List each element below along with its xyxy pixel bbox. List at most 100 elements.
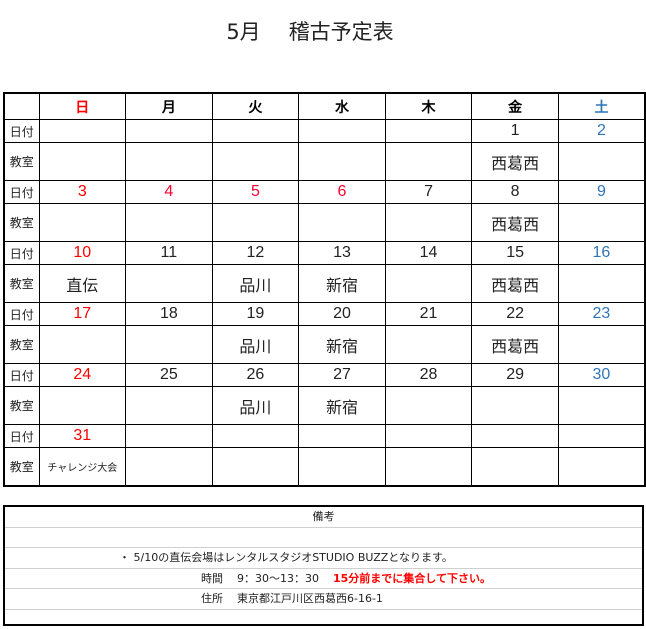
room-cell: 西葛西	[471, 203, 559, 242]
weekday-header: 木	[384, 92, 473, 120]
room-row: 教室 直伝 品川 新宿 西葛西	[3, 264, 646, 303]
room-cell	[38, 325, 127, 364]
room-cell	[125, 325, 213, 364]
room-row: 教室 チャレンジ大会	[3, 447, 646, 487]
room-cell	[38, 386, 127, 425]
room-cell	[557, 386, 646, 425]
room-row-label: 教室	[3, 142, 40, 181]
date-cell: 13	[298, 241, 386, 265]
date-row-label: 日付	[3, 119, 40, 143]
date-row: 日付 3 4 5 6 7 8 9	[3, 180, 646, 204]
date-cell: 23	[557, 302, 646, 326]
room-cell: チャレンジ大会	[38, 447, 127, 487]
date-cell: 18	[125, 302, 213, 326]
room-cell: 直伝	[38, 264, 127, 303]
date-cell: 27	[298, 363, 386, 387]
date-cell: 7	[384, 180, 473, 204]
time-note: 15分前までに集合して下さい。	[333, 571, 491, 585]
room-cell	[125, 142, 213, 181]
room-cell: 品川	[211, 325, 300, 364]
date-row: 日付 1 2	[3, 119, 646, 143]
room-cell	[298, 203, 386, 242]
schedule-calendar: 日月火水木金土日付 1 2 教室 西葛西 日付 3 4 5 6 7 8 9 教室 西葛西 日付 10 11 12 13…	[3, 92, 646, 487]
date-cell: 10	[38, 241, 127, 265]
room-cell	[38, 203, 127, 242]
date-cell: 25	[125, 363, 213, 387]
room-cell	[125, 386, 213, 425]
notes-heading: 備考	[5, 507, 642, 528]
room-row-label: 教室	[3, 386, 40, 425]
date-cell: 12	[211, 241, 300, 265]
room-row: 教室 品川 新宿	[3, 386, 646, 425]
address-value: 東京都江戸川区西葛西6-16-1	[237, 592, 383, 605]
weekday-header: 日	[38, 92, 127, 120]
room-cell	[557, 142, 646, 181]
date-cell: 9	[557, 180, 646, 204]
date-cell	[125, 424, 213, 448]
date-row-label: 日付	[3, 302, 40, 326]
date-cell: 15	[471, 241, 559, 265]
room-cell	[471, 447, 559, 487]
date-row-label: 日付	[3, 180, 40, 204]
room-row-label: 教室	[3, 325, 40, 364]
room-cell	[125, 203, 213, 242]
room-cell: 品川	[211, 386, 300, 425]
date-cell: 29	[471, 363, 559, 387]
room-cell	[211, 447, 300, 487]
date-cell: 21	[384, 302, 473, 326]
date-cell	[211, 119, 300, 143]
date-cell: 19	[211, 302, 300, 326]
date-cell: 8	[471, 180, 559, 204]
date-cell: 6	[298, 180, 386, 204]
room-cell	[384, 264, 473, 303]
title-month: 5月	[226, 20, 261, 44]
room-cell: 新宿	[298, 386, 386, 425]
room-cell	[557, 264, 646, 303]
date-cell: 24	[38, 363, 127, 387]
room-cell	[384, 447, 473, 487]
date-cell	[384, 424, 473, 448]
time-label: 時間	[201, 571, 223, 585]
room-cell	[298, 447, 386, 487]
date-cell: 31	[38, 424, 127, 448]
date-row: 日付 24 25 26 27 28 29 30	[3, 363, 646, 387]
room-cell	[211, 203, 300, 242]
room-cell: 西葛西	[471, 264, 559, 303]
notes-line-venue: ・ 5/10の直伝会場はレンタルスタジオSTUDIO BUZZとなります。	[119, 551, 453, 564]
date-cell: 22	[471, 302, 559, 326]
date-cell: 30	[557, 363, 646, 387]
date-cell	[211, 424, 300, 448]
date-cell: 4	[125, 180, 213, 204]
date-cell	[125, 119, 213, 143]
date-cell: 20	[298, 302, 386, 326]
room-cell	[557, 447, 646, 487]
date-row-label: 日付	[3, 241, 40, 265]
weekday-header: 水	[298, 92, 386, 120]
date-cell: 16	[557, 241, 646, 265]
room-row-label: 教室	[3, 203, 40, 242]
room-cell	[298, 142, 386, 181]
date-cell	[471, 424, 559, 448]
title-text: 稽古予定表	[288, 20, 394, 44]
date-cell	[38, 119, 127, 143]
room-row: 教室 品川 新宿 西葛西	[3, 325, 646, 364]
room-cell	[211, 142, 300, 181]
room-row-label: 教室	[3, 264, 40, 303]
room-cell: 品川	[211, 264, 300, 303]
date-cell	[298, 424, 386, 448]
notes-box: 備考 ・ 5/10の直伝会場はレンタルスタジオSTUDIO BUZZとなります。…	[3, 505, 644, 626]
room-cell	[384, 203, 473, 242]
room-cell	[557, 203, 646, 242]
date-row: 日付 31	[3, 424, 646, 448]
date-cell: 14	[384, 241, 473, 265]
room-cell	[38, 142, 127, 181]
room-cell	[471, 386, 559, 425]
time-value: 9：30〜13：30	[237, 571, 319, 585]
date-cell	[298, 119, 386, 143]
date-cell	[557, 424, 646, 448]
date-row: 日付 10 11 12 13 14 15 16	[3, 241, 646, 265]
address-label: 住所	[201, 592, 223, 605]
room-cell	[384, 325, 473, 364]
room-row: 教室 西葛西	[3, 142, 646, 181]
date-row: 日付 17 18 19 20 21 22 23	[3, 302, 646, 326]
